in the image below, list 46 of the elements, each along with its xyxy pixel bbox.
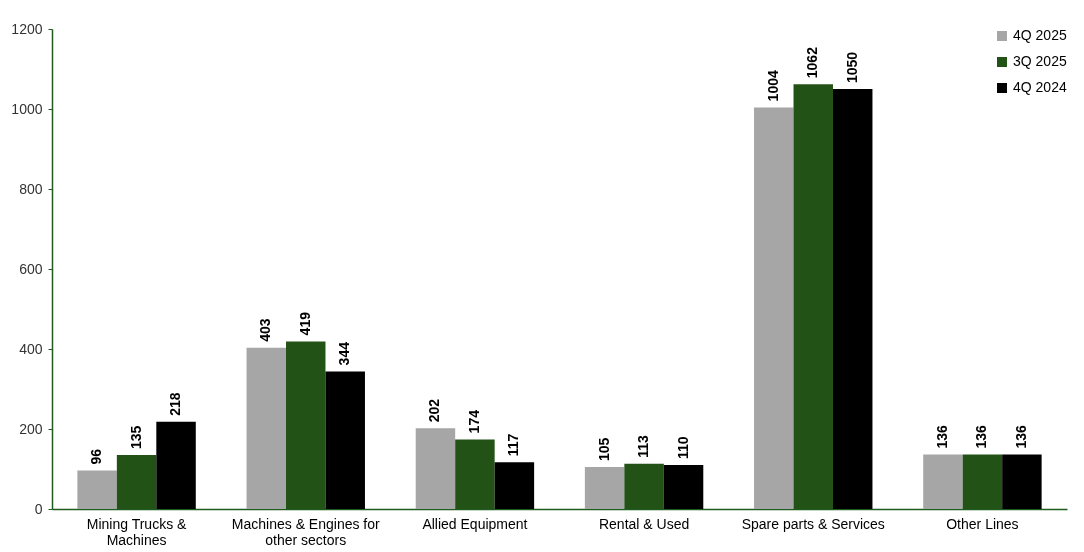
data-label: 96 (88, 448, 105, 465)
y-tick-label: 600 (19, 260, 43, 277)
y-tick-label: 200 (19, 420, 43, 437)
legend-label: 3Q 2025 (1013, 53, 1067, 69)
bar (584, 467, 625, 509)
x-tick-label: Allied Equipment (422, 515, 528, 532)
data-label: 344 (336, 341, 353, 366)
data-label: 1050 (843, 51, 860, 83)
data-label: 136 (973, 425, 990, 449)
data-label: 136 (933, 425, 950, 449)
bar (415, 428, 456, 509)
bar (156, 421, 196, 509)
data-label: 135 (127, 425, 144, 449)
data-label: 113 (635, 435, 652, 458)
bar (663, 465, 704, 509)
legend-label: 4Q 2025 (1013, 27, 1067, 43)
y-tick-label: 1200 (11, 20, 43, 37)
bar (325, 371, 365, 509)
data-label: 110 (674, 436, 691, 459)
bar (494, 462, 535, 509)
y-tick-label: 1000 (11, 100, 43, 117)
data-label: 1004 (764, 70, 781, 102)
data-label: 174 (465, 409, 482, 434)
data-label: 1062 (804, 46, 821, 79)
bar (1002, 454, 1042, 509)
data-label: 403 (257, 318, 274, 342)
x-tick-label: Rental & Used (598, 515, 690, 532)
y-tick-label: 400 (19, 340, 43, 357)
x-tick-label: Machines & Engines for other sectors (231, 515, 381, 548)
bar (832, 89, 873, 509)
data-label: 419 (296, 311, 313, 336)
data-label: 117 (505, 433, 522, 457)
data-label: 202 (426, 398, 443, 423)
bar (246, 347, 287, 509)
bar (923, 454, 963, 509)
data-label: 136 (1012, 425, 1029, 449)
bar (77, 470, 117, 509)
y-tick-label: 0 (34, 500, 43, 517)
x-tick-label: Mining Trucks & Machines (86, 515, 188, 548)
data-label: 105 (595, 437, 612, 461)
bar (754, 107, 794, 509)
x-tick-label: Other Lines (946, 515, 1019, 532)
x-tick-label: Spare parts & Services (741, 515, 885, 532)
y-tick-label: 800 (19, 180, 43, 197)
legend-label: 4Q 2024 (1013, 79, 1067, 95)
data-label: 218 (167, 392, 184, 416)
